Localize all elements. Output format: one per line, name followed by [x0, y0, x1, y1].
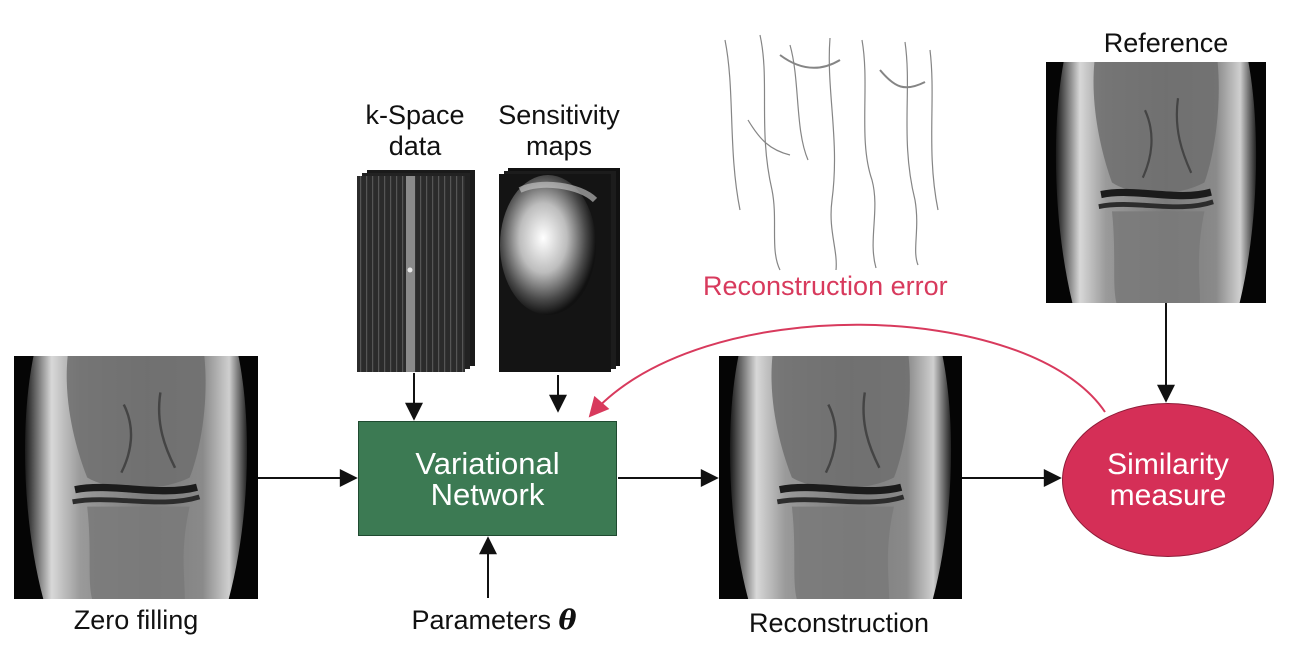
reference-label: Reference [1103, 28, 1229, 58]
variational-network-box: Variational Network [358, 421, 617, 536]
sensitivity-label: Sensitivity maps [484, 100, 634, 162]
variational-network-line1: Variational [415, 445, 560, 481]
parameters-label: Parameters θ [394, 605, 594, 636]
sensitivity-maps-image [499, 168, 620, 372]
sensitivity-label-line1: Sensitivity [498, 100, 620, 130]
zero-filling-image [14, 356, 258, 599]
kspace-data-image [357, 170, 475, 372]
error-map-image [724, 34, 939, 271]
kspace-label-line1: k-Space [365, 100, 465, 130]
similarity-measure-line2: measure [1109, 479, 1227, 512]
parameters-text: Parameters [411, 605, 552, 635]
zero-filling-label: Zero filling [73, 605, 199, 635]
variational-network-line2: Network [430, 476, 545, 512]
sensitivity-label-line2: maps [525, 131, 593, 161]
similarity-measure-ellipse: Similarity measure [1062, 403, 1274, 557]
kspace-label-line2: data [388, 131, 442, 161]
similarity-measure-line1: Similarity [1107, 448, 1229, 481]
reconstruction-error-arrow [588, 323, 1106, 418]
reconstruction-label: Reconstruction [748, 608, 930, 638]
kspace-label: k-Space data [355, 100, 475, 162]
reconstruction-image [719, 356, 962, 599]
reference-image [1046, 62, 1266, 303]
reconstruction-error-label: Reconstruction error [703, 271, 948, 301]
theta-symbol: θ [558, 605, 577, 636]
